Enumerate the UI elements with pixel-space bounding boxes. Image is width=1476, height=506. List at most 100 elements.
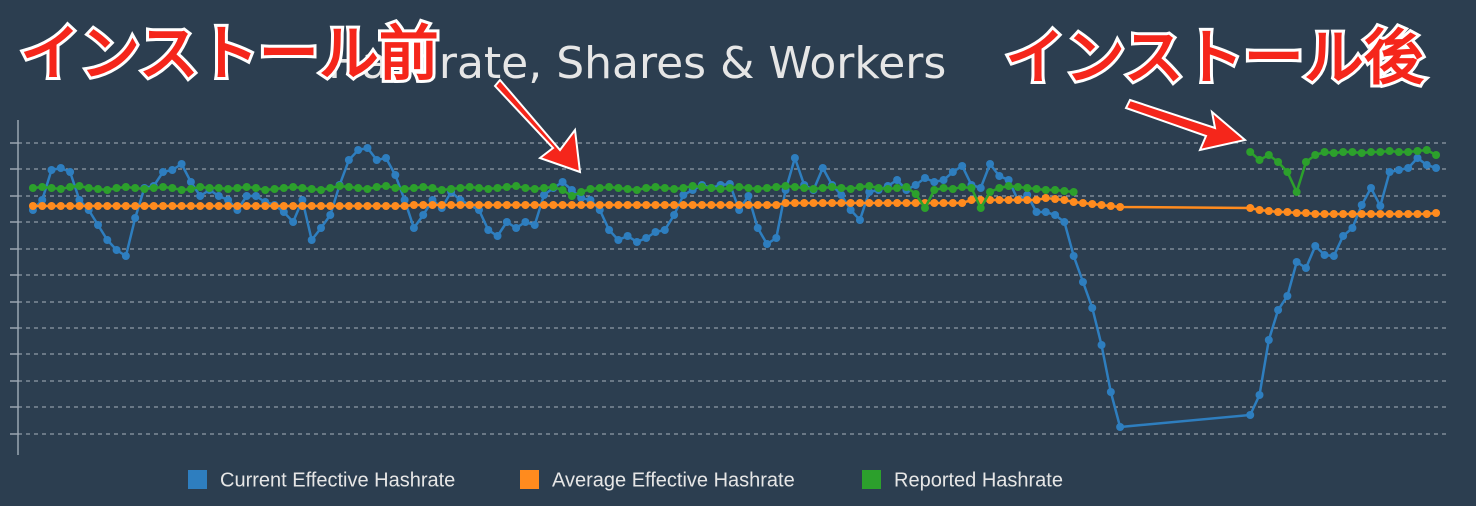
- data-point: [846, 199, 855, 207]
- data-point: [855, 199, 864, 207]
- data-point: [47, 184, 56, 192]
- data-point: [316, 186, 325, 194]
- data-point: [1413, 210, 1422, 218]
- data-point: [112, 202, 121, 210]
- data-point: [1051, 195, 1060, 203]
- data-point: [1432, 209, 1441, 217]
- data-point: [753, 185, 762, 193]
- data-point: [660, 201, 669, 209]
- data-point: [763, 184, 772, 192]
- data-point: [484, 226, 493, 234]
- data-point: [140, 202, 149, 210]
- data-point: [1051, 186, 1060, 194]
- data-point: [307, 185, 316, 193]
- data-point: [354, 184, 363, 192]
- data-point: [577, 194, 586, 202]
- data-point: [233, 202, 242, 210]
- data-point: [214, 184, 223, 192]
- data-point: [744, 184, 753, 192]
- data-point: [1413, 154, 1422, 162]
- data-point: [307, 202, 316, 210]
- data-point: [363, 185, 372, 193]
- data-point: [242, 202, 251, 210]
- data-point: [159, 183, 168, 191]
- data-point: [1348, 210, 1357, 218]
- data-point: [837, 184, 846, 192]
- data-point: [893, 199, 902, 207]
- data-point: [112, 184, 121, 192]
- data-point: [1283, 292, 1292, 300]
- data-point: [121, 202, 130, 210]
- data-point: [1385, 168, 1394, 176]
- data-point: [911, 181, 920, 189]
- data-point: [1274, 208, 1283, 216]
- data-point: [586, 185, 595, 193]
- data-point: [818, 164, 827, 172]
- data-point: [1004, 196, 1013, 204]
- data-point: [224, 196, 233, 204]
- data-point: [679, 191, 688, 199]
- data-point: [447, 185, 456, 193]
- data-point: [447, 201, 456, 209]
- data-point: [28, 184, 37, 192]
- legend-label: Reported Hashrate: [894, 469, 1063, 491]
- data-point: [1032, 208, 1041, 216]
- data-point: [577, 188, 586, 196]
- data-point: [1264, 151, 1273, 159]
- data-point: [1329, 252, 1338, 260]
- data-point: [493, 201, 502, 209]
- data-point: [986, 188, 995, 196]
- data-point: [1078, 199, 1087, 207]
- data-point: [948, 185, 957, 193]
- data-point: [38, 196, 47, 204]
- data-point: [558, 186, 567, 194]
- data-point: [623, 201, 632, 209]
- data-point: [530, 185, 539, 193]
- data-point: [186, 178, 195, 186]
- data-point: [670, 201, 679, 209]
- data-point: [298, 184, 307, 192]
- data-point: [289, 202, 298, 210]
- data-point: [735, 201, 744, 209]
- data-point: [837, 191, 846, 199]
- data-point: [1292, 258, 1301, 266]
- data-point: [131, 214, 140, 222]
- data-point: [289, 218, 298, 226]
- data-point: [1013, 196, 1022, 204]
- data-point: [1320, 251, 1329, 259]
- data-point: [846, 206, 855, 214]
- data-point: [651, 201, 660, 209]
- data-point: [567, 201, 576, 209]
- data-point: [186, 202, 195, 210]
- data-point: [28, 202, 37, 210]
- data-point: [781, 182, 790, 190]
- data-point: [632, 238, 641, 246]
- data-point: [642, 184, 651, 192]
- data-point: [316, 224, 325, 232]
- data-point: [577, 201, 586, 209]
- data-point: [372, 156, 381, 164]
- data-point: [251, 202, 260, 210]
- data-point: [93, 202, 102, 210]
- data-point: [474, 184, 483, 192]
- data-point: [772, 234, 781, 242]
- data-point: [697, 183, 706, 191]
- data-point: [772, 201, 781, 209]
- annotation: インストール後: [1005, 24, 1425, 94]
- data-point: [1106, 388, 1115, 396]
- data-point: [1116, 423, 1125, 431]
- data-point: [1311, 151, 1320, 159]
- data-point: [1051, 211, 1060, 219]
- data-point: [1404, 164, 1413, 172]
- data-point: [753, 224, 762, 232]
- data-point: [865, 199, 874, 207]
- data-point: [595, 184, 604, 192]
- data-point: [512, 201, 521, 209]
- data-point: [1432, 164, 1441, 172]
- data-point: [354, 146, 363, 154]
- data-point: [298, 202, 307, 210]
- data-point: [540, 184, 549, 192]
- data-point: [196, 202, 205, 210]
- data-point: [809, 185, 818, 193]
- series-line: [31, 146, 1437, 429]
